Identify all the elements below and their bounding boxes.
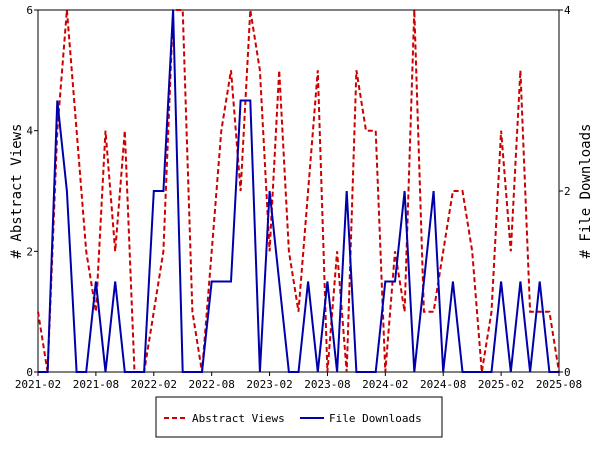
x-tick-label: 2023-08 <box>304 378 350 391</box>
y-axis-left: 0 2 4 6 <box>26 4 38 379</box>
series-layer <box>37 9 560 373</box>
y-tick-label-right: 2 <box>564 185 571 198</box>
y-axis-right: 0 2 4 <box>559 4 571 379</box>
x-tick-label: 2024-02 <box>362 378 408 391</box>
y-tick-label-left: 2 <box>26 245 33 258</box>
series-line-abstract-views <box>37 9 560 373</box>
plot-frame <box>37 9 560 373</box>
y-axis-title-right: # File Downloads <box>578 124 594 259</box>
y-axis-title-left: # Abstract Views <box>9 124 25 259</box>
y-tick-label-left: 0 <box>26 366 33 379</box>
x-tick-label: 2025-08 <box>536 378 582 391</box>
x-tick-label: 2022-08 <box>188 378 234 391</box>
y-tick-label-right: 0 <box>564 366 571 379</box>
x-tick-label: 2024-08 <box>420 378 466 391</box>
legend-label-abstract-views: Abstract Views <box>192 412 285 425</box>
x-tick-label: 2023-02 <box>246 378 292 391</box>
x-tick-label: 2021-02 <box>15 378 61 391</box>
legend: Abstract Views File Downloads <box>155 396 443 438</box>
legend-label-file-downloads: File Downloads <box>329 412 422 425</box>
legend-box <box>155 396 443 438</box>
y-tick-label-left: 6 <box>26 4 33 17</box>
series-line-file-downloads <box>38 9 559 373</box>
y-tick-label-left: 4 <box>26 125 33 138</box>
x-tick-label: 2025-02 <box>478 378 524 391</box>
y-tick-label-right: 4 <box>564 4 571 17</box>
x-axis: 2021-02 2021-08 2022-02 2022-08 2023-02 2023-… <box>15 372 582 391</box>
x-tick-label: 2022-02 <box>131 378 177 391</box>
x-tick-label: 2021-08 <box>73 378 119 391</box>
